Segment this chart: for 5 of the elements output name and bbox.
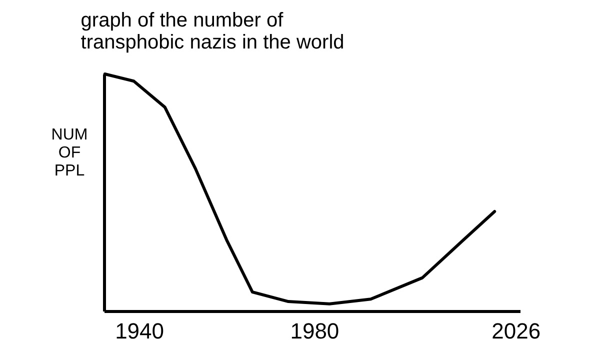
x-tick-label: 1940 [115,318,164,344]
y-axis-title: NUM OF PPL [51,126,88,180]
chart-title: graph of the number of transphobic nazis in the world [80,10,344,54]
x-tick-label: 1980 [290,318,340,344]
x-tick-label: 2026 [492,318,541,344]
